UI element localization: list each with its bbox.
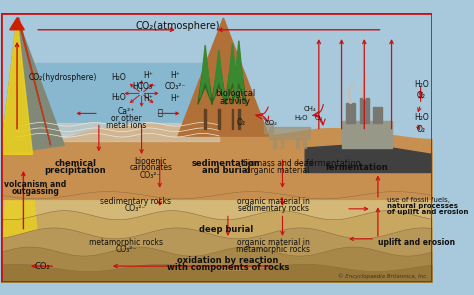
Polygon shape: [0, 18, 33, 154]
Text: CO₂: CO₂: [265, 119, 278, 125]
Text: carbonates: carbonates: [129, 163, 172, 173]
Text: CO₂(hydrosphere): CO₂(hydrosphere): [28, 73, 97, 81]
Polygon shape: [296, 139, 299, 148]
Polygon shape: [200, 45, 210, 98]
Text: of uplift and erosion: of uplift and erosion: [387, 209, 468, 215]
Text: sedimentary rocks: sedimentary rocks: [100, 197, 171, 206]
Text: H₂O: H₂O: [414, 80, 429, 89]
Text: metal ions: metal ions: [106, 121, 146, 130]
Text: O₂: O₂: [315, 115, 323, 121]
Text: biomass and dead: biomass and dead: [243, 159, 313, 168]
Polygon shape: [264, 122, 273, 133]
Polygon shape: [17, 18, 51, 145]
Text: CO₂(atmosphere): CO₂(atmosphere): [136, 21, 220, 31]
Text: with components of rocks: with components of rocks: [167, 263, 289, 273]
Text: H⁺: H⁺: [170, 71, 180, 80]
Bar: [0, 14, 431, 153]
Text: CO₃²⁻: CO₃²⁻: [164, 82, 186, 91]
Polygon shape: [227, 43, 238, 98]
Polygon shape: [10, 18, 24, 30]
Text: H⁺: H⁺: [170, 94, 180, 103]
Text: CO₂: CO₂: [35, 262, 51, 271]
Polygon shape: [213, 50, 224, 98]
Polygon shape: [204, 109, 206, 129]
Text: biological: biological: [215, 89, 255, 98]
Polygon shape: [269, 127, 310, 139]
Polygon shape: [281, 139, 283, 148]
Text: metamorphic rocks: metamorphic rocks: [89, 238, 163, 247]
Text: O₂: O₂: [417, 91, 426, 100]
Text: organic material: organic material: [246, 166, 310, 175]
Text: chemical: chemical: [54, 159, 96, 168]
Text: natural processes: natural processes: [387, 203, 458, 209]
Bar: [342, 121, 392, 148]
Text: activity: activity: [219, 97, 251, 106]
Text: H₂O: H₂O: [294, 115, 308, 121]
Polygon shape: [0, 18, 64, 154]
Polygon shape: [0, 18, 42, 281]
Text: or other: or other: [111, 114, 142, 123]
Text: CO₃²⁻: CO₃²⁻: [125, 204, 146, 213]
Text: volcanism and: volcanism and: [4, 180, 66, 189]
Text: CO₃²⁻: CO₃²⁻: [116, 245, 137, 254]
Text: use of fossil fuels,: use of fossil fuels,: [387, 197, 450, 203]
Polygon shape: [198, 54, 212, 104]
Text: 🐟: 🐟: [157, 108, 162, 117]
Text: O₂: O₂: [237, 118, 246, 127]
Polygon shape: [233, 41, 244, 98]
Text: © Encyclopaedia Britannica, Inc.: © Encyclopaedia Britannica, Inc.: [338, 273, 428, 279]
Text: CH₄: CH₄: [303, 106, 316, 112]
Text: Ca²⁺: Ca²⁺: [118, 107, 135, 116]
Text: and burial: and burial: [202, 166, 250, 175]
Text: H⁺: H⁺: [143, 94, 153, 103]
Text: deep burial: deep burial: [199, 225, 253, 234]
Text: sedimentary rocks: sedimentary rocks: [238, 204, 309, 213]
Text: uplift and erosion: uplift and erosion: [378, 238, 455, 247]
Text: biogenic: biogenic: [135, 157, 167, 166]
Polygon shape: [232, 50, 246, 104]
Text: H₂O: H₂O: [111, 73, 126, 81]
Bar: [0, 14, 431, 161]
Polygon shape: [225, 53, 240, 104]
Text: H₂O: H₂O: [111, 93, 126, 101]
Text: sedimentation: sedimentation: [192, 159, 260, 168]
Polygon shape: [238, 109, 240, 129]
Polygon shape: [232, 109, 233, 129]
Bar: [360, 98, 369, 122]
Text: outgassing: outgassing: [11, 187, 59, 196]
Polygon shape: [211, 59, 226, 104]
Bar: [374, 107, 383, 122]
Bar: [346, 102, 355, 122]
Text: CO₃²⁻: CO₃²⁻: [140, 171, 161, 180]
Text: HCO₃⁻: HCO₃⁻: [132, 82, 156, 91]
Text: precipitation: precipitation: [45, 166, 106, 175]
Polygon shape: [218, 109, 220, 129]
Text: — fermentation: — fermentation: [295, 159, 361, 168]
Text: H₂O: H₂O: [414, 114, 429, 122]
Text: O₂: O₂: [417, 125, 426, 134]
Polygon shape: [303, 139, 306, 148]
Text: organic material in: organic material in: [237, 238, 310, 247]
Text: H⁺: H⁺: [143, 71, 153, 80]
Text: fermentation: fermentation: [326, 163, 389, 173]
Polygon shape: [273, 139, 276, 148]
Text: oxidation by reaction: oxidation by reaction: [177, 256, 279, 265]
Text: metamorphic rocks: metamorphic rocks: [237, 245, 310, 254]
Text: organic material in: organic material in: [237, 197, 310, 206]
Bar: [14, 63, 205, 132]
Polygon shape: [178, 18, 269, 136]
Polygon shape: [305, 145, 431, 173]
